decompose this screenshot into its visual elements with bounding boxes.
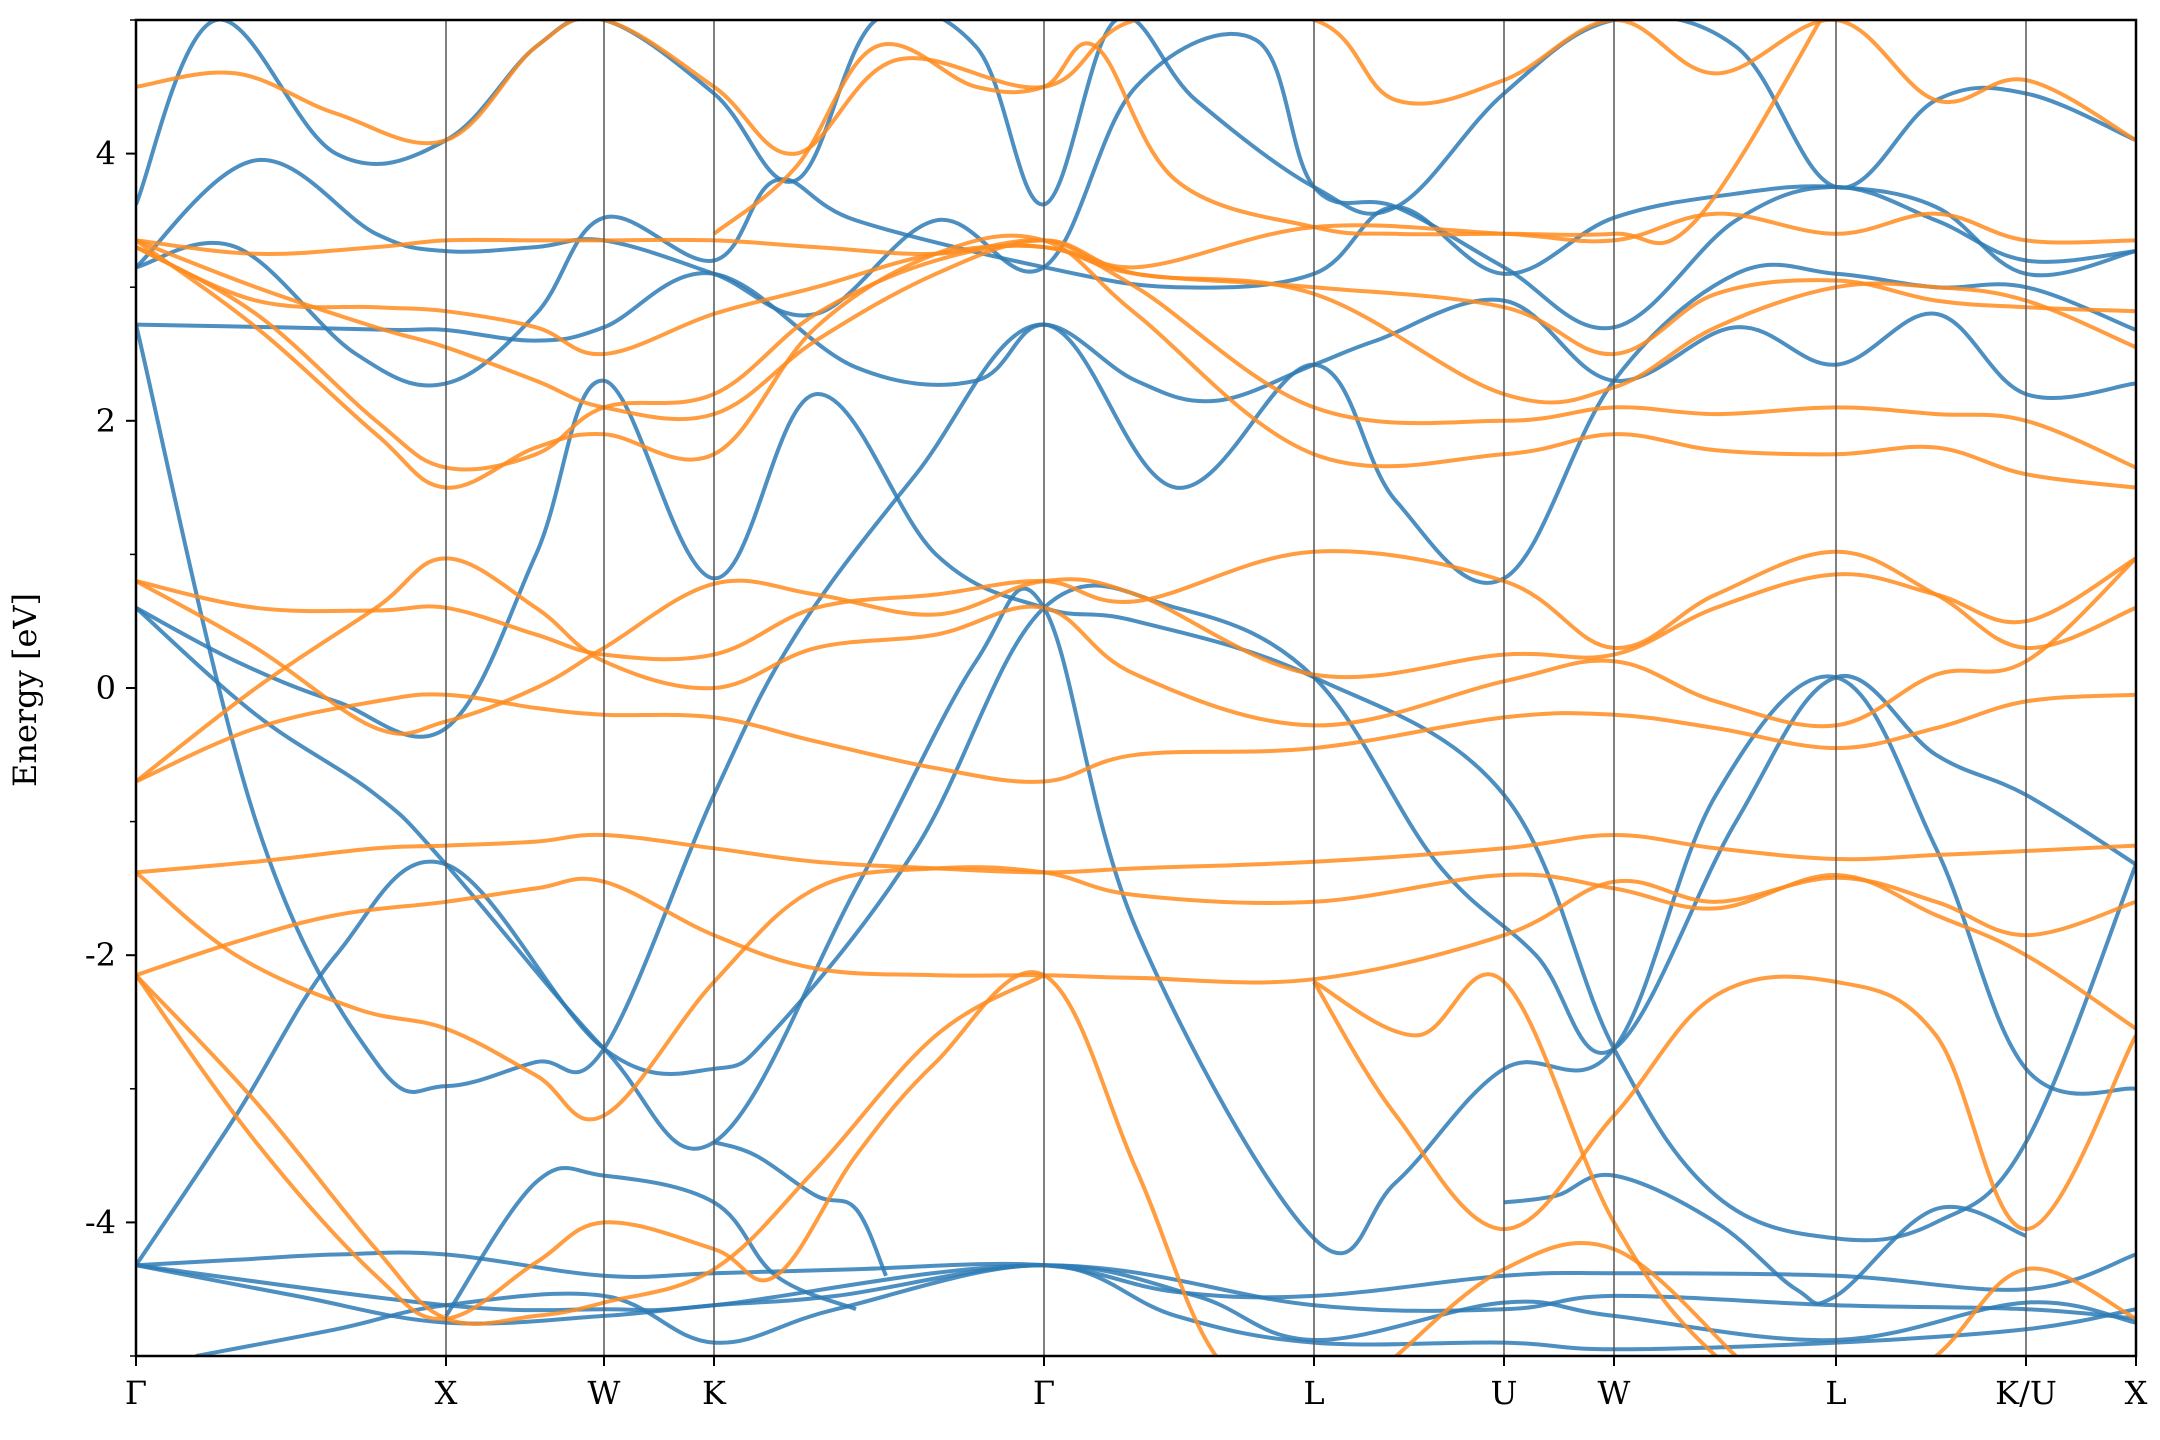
y-tick-label-0: -4 — [85, 1203, 116, 1241]
band-line-blue-9 — [136, 31, 2136, 331]
x-tick-label-6: U — [1491, 1374, 1518, 1412]
band-line-blue-3 — [195, 1263, 2136, 1356]
y-tick-label-3: 2 — [96, 402, 116, 440]
band-line-blue-8 — [136, 271, 2136, 404]
band-line-orange-31 — [136, 243, 2136, 357]
y-axis-title: Energy [eV] — [6, 593, 44, 787]
band-lines — [136, 20, 2136, 1356]
x-tick-label-5: L — [1303, 1374, 1324, 1412]
band-line-orange-27 — [1394, 1240, 1738, 1356]
band-line-orange-34 — [712, 20, 1823, 246]
band-line-blue-14 — [1503, 1172, 2027, 1306]
x-tick-label-0: Γ — [125, 1374, 147, 1412]
band-line-blue-0 — [136, 1263, 2136, 1321]
y-tick-label-2: 0 — [96, 669, 116, 707]
x-tick-label-8: L — [1825, 1374, 1846, 1412]
band-line-orange-23 — [136, 970, 1219, 1356]
band-line-orange-32 — [136, 211, 2136, 270]
x-tick-label-4: Γ — [1033, 1374, 1055, 1412]
band-line-orange-26 — [1932, 1266, 2136, 1356]
x-tick-label-2: W — [588, 1374, 621, 1412]
band-line-blue-11 — [136, 20, 2136, 216]
axis-ticks: Γ X W K Γ L U W L K/U X -4 -2 0 2 4 — [85, 19, 2148, 1412]
band-line-orange-24 — [1312, 974, 2136, 1232]
x-tick-label-10: X — [2125, 1374, 2148, 1412]
band-line-blue-12 — [713, 1140, 888, 1277]
k-point-divider-lines — [445, 20, 2027, 1356]
x-tick-label-3: K — [702, 1374, 727, 1412]
band-line-blue-10 — [136, 177, 2136, 388]
band-line-blue-5 — [136, 586, 2136, 1256]
band-line-orange-25 — [1313, 972, 1720, 1356]
x-tick-label-7: W — [1598, 1374, 1631, 1412]
y-tick-label-1: -2 — [85, 936, 116, 974]
y-tick-label-4: 4 — [96, 135, 116, 173]
x-tick-label-9: K/U — [1995, 1374, 2057, 1412]
x-tick-label-1: X — [435, 1374, 458, 1412]
band-line-orange-22 — [136, 973, 1045, 1326]
